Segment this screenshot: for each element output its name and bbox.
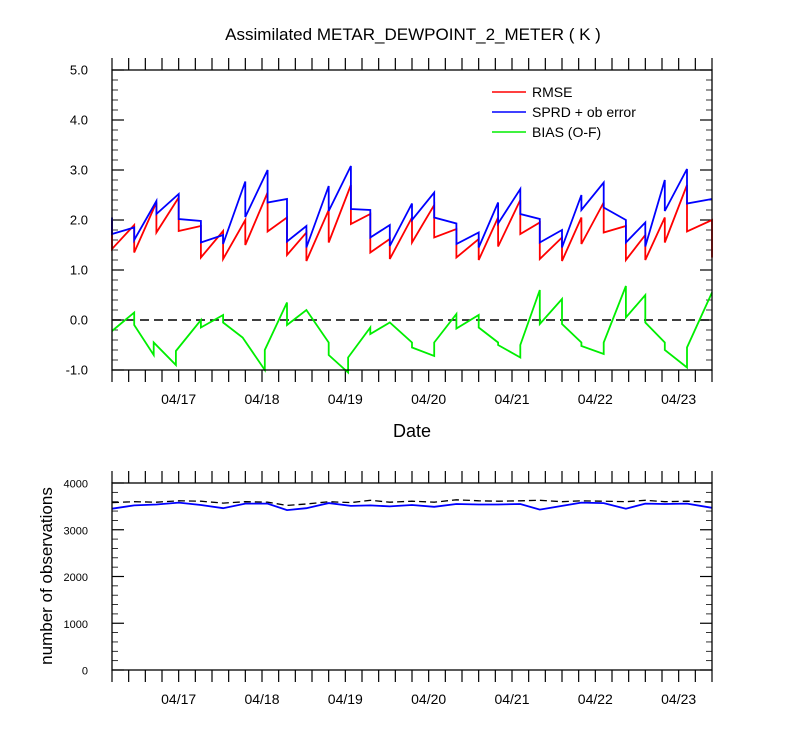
series-line-observations-possible xyxy=(111,499,713,507)
y-tick-label: 4000 xyxy=(64,479,88,491)
x-tick-label: 04/21 xyxy=(494,391,529,407)
y-tick-label: 4.0 xyxy=(70,113,88,128)
x-tick-label: 04/17 xyxy=(161,691,196,707)
x-tick-label: 04/23 xyxy=(661,691,696,707)
y-tick-label: -1.0 xyxy=(66,363,88,378)
series-line-observations-assimilated xyxy=(111,501,713,512)
series-line-bias-o-f xyxy=(111,285,713,375)
x-tick-label: 04/20 xyxy=(411,391,446,407)
top-x-axis-label: Date xyxy=(393,421,431,441)
y-tick-label: 3000 xyxy=(64,525,88,537)
x-tick-label: 04/19 xyxy=(328,391,363,407)
y-tick-label: 2.0 xyxy=(70,213,88,228)
x-tick-label: 04/17 xyxy=(161,391,196,407)
y-tick-label: 1000 xyxy=(64,619,88,631)
top-chart-title: Assimilated METAR_DEWPOINT_2_METER ( K ) xyxy=(225,25,601,44)
legend-label-rmse: RMSE xyxy=(532,84,572,100)
x-tick-label: 04/22 xyxy=(578,691,613,707)
x-tick-label: 04/19 xyxy=(328,691,363,707)
y-tick-label: 5.0 xyxy=(70,63,88,78)
y-tick-label: 3.0 xyxy=(70,163,88,178)
x-tick-label: 04/18 xyxy=(244,691,279,707)
x-tick-label: 04/23 xyxy=(661,391,696,407)
top-legend: RMSE SPRD + ob error BIAS (O-F) xyxy=(492,84,636,140)
x-tick-label: 04/22 xyxy=(578,391,613,407)
y-tick-label: 1.0 xyxy=(70,263,88,278)
bottom-plot-frame xyxy=(111,482,713,671)
top-panel: Assimilated METAR_DEWPOINT_2_METER ( K )… xyxy=(66,25,713,441)
series-line-sprd-ob-error xyxy=(111,165,713,248)
bottom-y-axis-label: number of observations xyxy=(37,487,56,665)
legend-label-sprd: SPRD + ob error xyxy=(532,104,636,120)
y-tick-label: 0 xyxy=(82,666,88,678)
series-line-rmse xyxy=(111,184,713,263)
legend-label-bias: BIAS (O-F) xyxy=(532,124,601,140)
top-plot-frame xyxy=(111,69,713,371)
y-tick-label: 2000 xyxy=(64,572,88,584)
bottom-panel: 0 1000 2000 3000 4000 04/17 04/18 04/19 04/20 04… xyxy=(37,471,713,707)
x-tick-label: 04/21 xyxy=(494,691,529,707)
x-tick-label: 04/20 xyxy=(411,691,446,707)
x-tick-label: 04/18 xyxy=(244,391,279,407)
y-tick-label: 0.0 xyxy=(70,313,88,328)
